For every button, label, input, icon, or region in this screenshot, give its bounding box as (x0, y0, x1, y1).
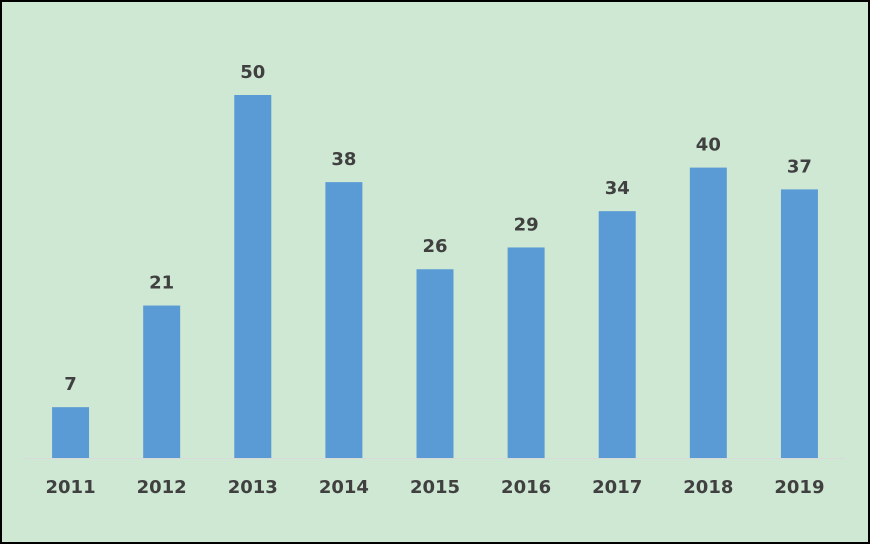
x-tick-label: 2016 (501, 477, 551, 498)
data-label: 40 (696, 135, 721, 156)
bar (234, 95, 272, 458)
x-tick-label: 2013 (228, 477, 278, 498)
data-label: 37 (787, 156, 812, 177)
bar (416, 269, 454, 458)
x-tick-label: 2019 (774, 477, 824, 498)
data-label: 50 (240, 62, 265, 83)
bar (780, 189, 818, 458)
x-tick-label: 2014 (319, 477, 369, 498)
bar (325, 182, 363, 458)
bar (689, 167, 727, 458)
x-tick-label: 2015 (410, 477, 460, 498)
x-tick-label: 2017 (592, 477, 642, 498)
data-label: 29 (514, 214, 539, 235)
data-label: 7 (64, 374, 77, 395)
x-tick-label: 2012 (137, 477, 187, 498)
data-label: 34 (605, 178, 630, 199)
x-tick-label: 2018 (683, 477, 733, 498)
bar (52, 407, 90, 458)
bar (598, 211, 636, 458)
data-label: 21 (149, 273, 174, 294)
data-label: 26 (422, 236, 447, 257)
bar (507, 247, 545, 458)
data-label: 38 (331, 149, 356, 170)
bar (143, 305, 181, 458)
x-tick-label: 2011 (46, 477, 96, 498)
